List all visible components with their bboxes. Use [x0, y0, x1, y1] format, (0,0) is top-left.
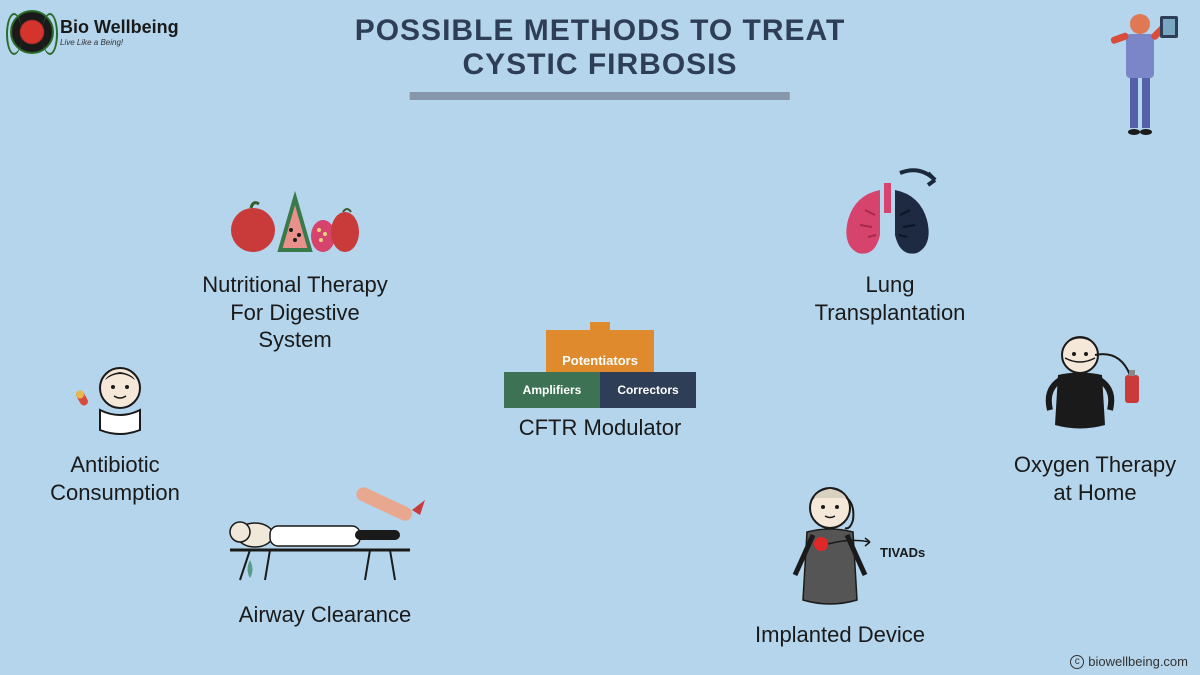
- node-implanted: Implanted Device: [730, 480, 950, 649]
- cftr-potentiators: Potentiators: [546, 330, 654, 372]
- airway-label: Airway Clearance: [200, 601, 450, 629]
- cftr-label: CFTR Modulator: [500, 414, 700, 442]
- lung-label: Lung Transplantation: [790, 271, 990, 326]
- copyright-icon: c: [1070, 655, 1084, 669]
- oxygen-person-icon: [1030, 330, 1160, 440]
- node-lung: Lung Transplantation: [790, 165, 990, 326]
- node-airway: Airway Clearance: [200, 480, 450, 629]
- site-logo: Bio Wellbeing Live Like a Being!: [10, 10, 179, 54]
- title-line2: CYSTIC FIRBOSIS: [355, 48, 846, 82]
- lungs-icon: [820, 165, 960, 260]
- oxygen-label: Oxygen Therapy at Home: [1000, 451, 1190, 506]
- logo-badge-icon: [10, 10, 54, 54]
- title-line1: POSSIBLE METHODS TO TREAT: [355, 14, 846, 48]
- cftr-correctors: Correctors: [600, 372, 696, 408]
- cftr-amplifiers: Amplifiers: [504, 372, 600, 408]
- title-underline: [410, 92, 790, 100]
- implanted-label: Implanted Device: [730, 621, 950, 649]
- fruits-icon: [225, 180, 365, 260]
- logo-tagline: Live Like a Being!: [60, 38, 179, 47]
- nutrition-label: Nutritional Therapy For Digestive System: [180, 271, 410, 354]
- page-title: POSSIBLE METHODS TO TREAT CYSTIC FIRBOSI…: [355, 14, 846, 100]
- cftr-blocks-icon: Potentiators Amplifiers Correctors: [500, 330, 700, 408]
- attribution: c biowellbeing.com: [1070, 654, 1188, 669]
- logo-name: Bio Wellbeing: [60, 17, 179, 38]
- doctor-icon: [1100, 10, 1180, 145]
- node-nutrition: Nutritional Therapy For Digestive System: [180, 180, 410, 354]
- node-antibiotic: Antibiotic Consumption: [30, 360, 200, 506]
- node-cftr: Potentiators Amplifiers Correctors CFTR …: [500, 330, 700, 442]
- antibiotic-label: Antibiotic Consumption: [30, 451, 200, 506]
- node-oxygen: Oxygen Therapy at Home: [1000, 330, 1190, 506]
- lying-patient-icon: [210, 480, 440, 590]
- attribution-text: biowellbeing.com: [1088, 654, 1188, 669]
- person-pill-icon: [70, 360, 160, 440]
- tivads-annotation: TIVADs: [880, 545, 925, 560]
